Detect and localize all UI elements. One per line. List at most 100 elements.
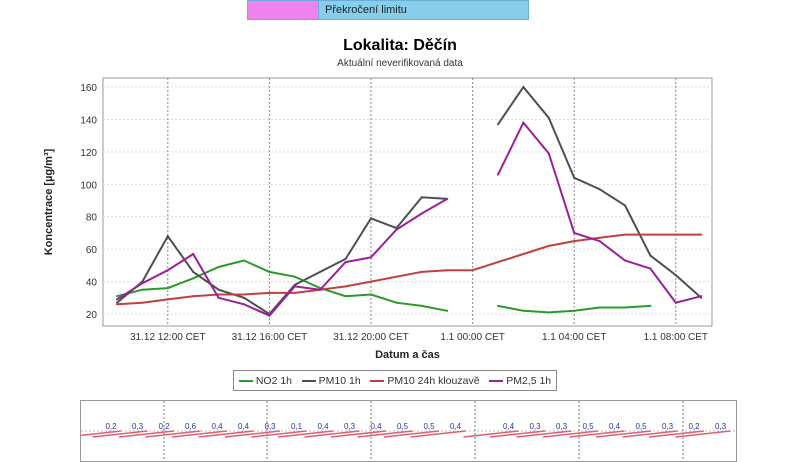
data-point [624, 259, 626, 262]
y-tick-label: 20 [86, 310, 98, 321]
data-point [420, 212, 423, 215]
data-point [319, 288, 322, 291]
data-point [166, 287, 169, 290]
wind-arrow [277, 430, 334, 438]
y-tick-label: 140 [80, 115, 97, 126]
data-point [192, 295, 195, 298]
data-point [573, 309, 576, 312]
wind-arrow [357, 430, 413, 438]
y-tick-label: 40 [86, 278, 98, 289]
data-point [674, 274, 677, 277]
wind-arrow [516, 430, 572, 438]
data-point [497, 173, 499, 176]
data-point [166, 298, 169, 301]
wind-speed-label: 0,4 [450, 422, 462, 431]
wind-arrow [171, 430, 228, 438]
wind-arrow [198, 430, 254, 438]
data-point [573, 176, 576, 179]
data-point [446, 269, 449, 272]
data-point [344, 257, 347, 260]
wind-arrow [463, 430, 519, 438]
data-point [141, 282, 144, 285]
data-point [268, 314, 271, 317]
data-point [293, 283, 296, 286]
wind-speed-label: 0,4 [609, 422, 621, 431]
data-point [141, 301, 144, 304]
x-tick-label: 31.12 12:00 CET [130, 332, 206, 343]
data-point [547, 152, 550, 155]
data-point [598, 240, 601, 243]
wind-arrow [224, 430, 281, 438]
wind-speed-label: 0,5 [635, 422, 647, 431]
wind-arrow [569, 430, 625, 438]
wind-speed-label: 0,2 [158, 422, 170, 431]
data-point [649, 267, 652, 270]
data-point [395, 275, 398, 278]
data-point [573, 231, 576, 234]
wind-speed-label: 0,3 [662, 422, 674, 431]
wind-speed-label: 0,2 [105, 422, 117, 431]
x-tick-label: 1.1 08:00 CET [644, 332, 708, 343]
data-point [243, 303, 245, 306]
data-point [598, 306, 601, 309]
wind-speed-label: 0,3 [344, 422, 356, 431]
data-point [268, 270, 271, 273]
data-point [522, 121, 525, 124]
data-point [192, 253, 195, 256]
wind-arrow [330, 430, 387, 438]
wind-arrow [595, 430, 652, 438]
data-point [344, 285, 347, 288]
chart-legend: NO2 1h PM10 1h PM10 24h klouzavě PM2,5 1h [233, 370, 557, 391]
data-point [420, 304, 423, 307]
legend-item: PM2,5 1h [489, 375, 551, 387]
data-point [573, 240, 576, 243]
y-tick-label: 120 [80, 148, 97, 159]
data-point [624, 204, 626, 207]
wind-speed-label: 0,5 [397, 422, 409, 431]
data-point [217, 288, 220, 291]
data-point [293, 275, 296, 278]
data-point [547, 116, 550, 119]
data-point [116, 295, 118, 298]
data-point [497, 304, 499, 307]
wind-arrow [81, 430, 122, 437]
legend-label: PM10 24h klouzavě [387, 374, 480, 387]
data-point [395, 228, 398, 231]
data-point [674, 233, 677, 236]
wind-speed-label: 0,3 [529, 422, 541, 431]
y-axis-label: Koncentrace [µg/m³] [43, 148, 55, 255]
wind-arrow [648, 430, 705, 438]
wind-speed-label: 0,5 [423, 422, 435, 431]
data-point [370, 293, 372, 296]
wind-speed-label: 0,3 [264, 422, 276, 431]
data-point [649, 254, 652, 257]
y-tick-label: 80 [86, 213, 98, 224]
legend-item: PM10 1h [301, 375, 361, 387]
data-point [598, 236, 601, 239]
y-tick-label: 60 [86, 245, 98, 256]
data-point [268, 291, 271, 294]
data-point [319, 270, 322, 273]
data-point [522, 253, 525, 256]
legend-item: PM10 24h klouzavě [370, 374, 480, 387]
data-point [344, 295, 347, 298]
wind-arrow [251, 430, 307, 438]
x-tick-label: 1.1 04:00 CET [542, 332, 606, 343]
wind-speed-label: 0,3 [556, 422, 568, 431]
data-point [243, 296, 245, 299]
wind-speed-label: 0,4 [238, 422, 250, 431]
wind-speed-label: 0,1 [291, 422, 303, 431]
wind-arrow [622, 430, 678, 438]
wind-arrow [489, 430, 546, 438]
data-point [497, 261, 499, 264]
data-point [522, 86, 525, 89]
data-point [370, 256, 372, 259]
wind-arrow [118, 430, 175, 438]
x-tick-label: 31.12 16:00 CET [232, 332, 308, 343]
data-point [293, 285, 296, 288]
wind-arrow [383, 430, 440, 438]
wind-arrow [542, 430, 599, 438]
x-tick-label: 1.1 00:00 CET [440, 332, 504, 343]
data-point [547, 244, 550, 247]
data-point [497, 123, 499, 126]
